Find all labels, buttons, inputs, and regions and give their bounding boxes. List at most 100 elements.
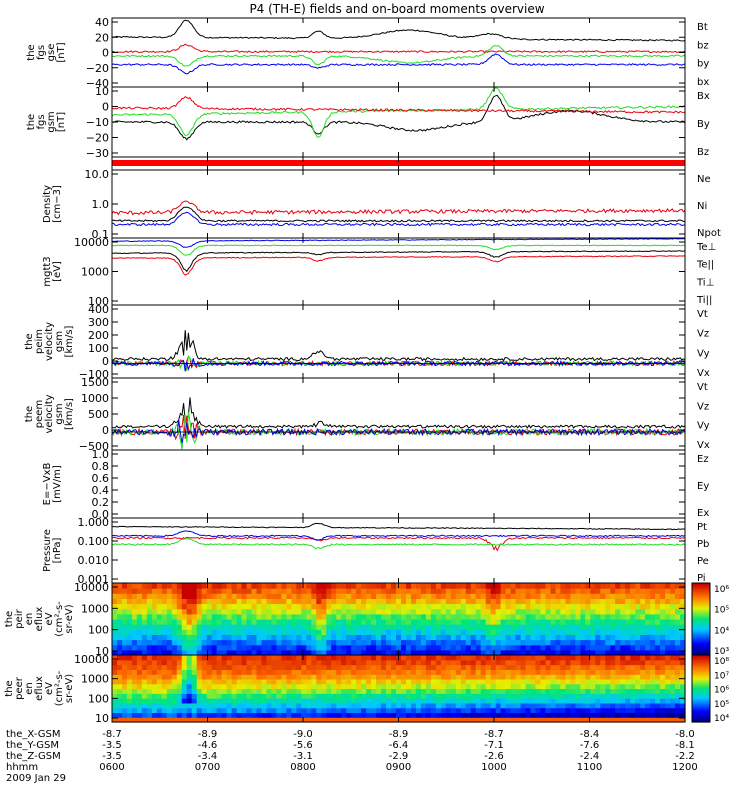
heatmap-cell [655,598,661,605]
heatmap-cell [510,608,517,615]
heatmap-cell [171,593,178,599]
heatmap-cell [530,588,537,594]
heatmap-cell [620,717,626,723]
heatmap-cell [351,588,357,594]
heatmap-cell [450,588,457,594]
y-axis-title-line: peim [34,329,45,354]
heatmap-cell [226,608,233,615]
heatmap-cell [216,598,223,605]
heatmap-cell [206,674,213,680]
heatmap-cell [401,707,407,713]
heatmap-cell [425,707,432,713]
x-axis-row-value: -8.7 [484,729,504,740]
heatmap-cell [136,593,143,599]
heatmap-cell [635,583,641,589]
heatmap-cell [376,664,382,670]
heatmap-cell [251,613,258,620]
heatmap-cell [381,583,387,589]
heatmap-cell [415,688,422,694]
heatmap-cell [520,644,527,651]
heatmap-cell [341,634,347,641]
heatmap-cell [251,702,258,709]
heatmap-cell [291,583,297,589]
heatmap-cell [186,588,193,594]
heatmap-cell [411,608,417,615]
heatmap-cell [151,698,158,704]
heatmap-cell [401,639,407,646]
heatmap-cell [376,598,382,605]
heatmap-cell [291,634,297,641]
colorbar-segment [692,653,710,656]
heatmap-cell [226,624,233,630]
heatmap-cell [520,583,527,589]
heatmap-cell [371,674,377,680]
heatmap-cell [276,603,282,610]
y-axis-title: the peir en eflux eV (cm²-s-sr-eV) [4,601,75,637]
x-axis-row-value: -8.7 [102,729,122,740]
colorbar-segment [692,703,710,706]
heatmap-cell [296,698,302,704]
heatmap-cell [585,717,591,723]
heatmap-cell [430,664,437,670]
heatmap-cell [271,655,277,661]
heatmap-cell [406,644,412,651]
heatmap-cell [660,702,666,709]
heatmap-cell [366,717,372,723]
y-tick-label: 1.0 [92,198,110,211]
heatmap-cell [126,712,133,718]
heatmap-cell [311,702,317,709]
heatmap-cell [236,717,243,723]
heatmap-cell [425,669,432,675]
heatmap-cell [126,603,133,610]
heatmap-cell [136,608,143,615]
heatmap-cell [401,613,407,620]
heatmap-cell [176,683,183,690]
heatmap-cell [465,664,472,670]
heatmap-cell [251,634,258,641]
heatmap-cell [336,669,342,675]
series-line-te [111,250,686,273]
heatmap-cell [615,634,621,641]
heatmap-cell [321,702,327,709]
heatmap-cell [401,649,407,656]
heatmap-cell [171,664,178,670]
heatmap-cell [271,593,277,599]
heatmap-cell [560,717,566,723]
heatmap-cell [525,655,532,661]
heatmap-cell [226,583,233,589]
heatmap-cell [560,674,566,680]
heatmap-cell [151,649,158,656]
heatmap-cell [630,639,636,646]
heatmap-cell [281,712,287,718]
heatmap-cell [510,619,517,625]
heatmap-cell [341,608,347,615]
y-tick-label: 0 [102,424,109,437]
heatmap-cell [670,639,676,646]
heatmap-cell [580,624,586,630]
heatmap-cell [465,583,472,589]
heatmap-cell [336,693,342,699]
heatmap-cell [176,693,183,699]
colorbar-segment [692,706,710,710]
heatmap-cell [445,593,452,599]
heatmap-cell [391,678,397,685]
heatmap-cell [615,593,621,599]
heatmap-cell [216,707,223,713]
heatmap-cell [411,683,417,690]
colorbar-segment [692,606,710,609]
heatmap-cell [391,649,397,656]
heatmap-cell [445,712,452,718]
heatmap-cell [570,693,576,699]
heatmap-cell [555,634,562,641]
x-axis-row-value: -4.6 [198,740,218,751]
heatmap-cell [515,593,522,599]
heatmap-cell [146,583,153,589]
heatmap-cell [161,649,168,656]
heatmap-cell [396,603,402,610]
heatmap-cell [620,655,626,661]
heatmap-cell [510,669,517,675]
heatmap-cell [251,683,258,690]
heatmap-cell [341,659,347,666]
